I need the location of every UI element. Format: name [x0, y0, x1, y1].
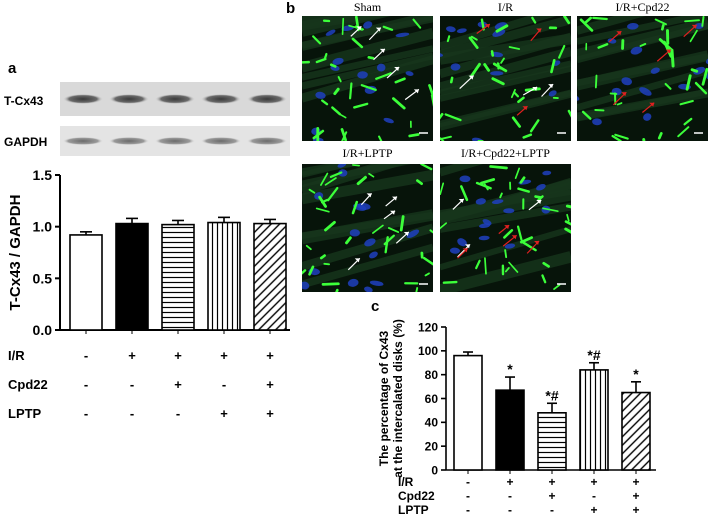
condition-mark: -	[130, 377, 134, 392]
micrograph-label: I/R	[497, 0, 514, 14]
bar	[495, 389, 525, 471]
condition-mark: +	[266, 406, 274, 421]
y-tick-label: 40	[425, 416, 439, 430]
bar	[115, 222, 149, 331]
blot-band-gapdh	[63, 137, 103, 145]
blot-band-gapdh	[247, 137, 287, 145]
blot-band-tcx43	[155, 94, 195, 104]
condition-mark: +	[174, 377, 182, 392]
y-tick-label: 20	[425, 439, 439, 453]
condition-mark: +	[590, 503, 597, 517]
y-tick-label: 1.0	[33, 219, 53, 235]
panel-b-letter: b	[286, 0, 296, 17]
condition-mark: -	[466, 503, 470, 517]
y-tick-label: 0.0	[33, 322, 53, 338]
bar	[579, 369, 609, 471]
blot-band-tcx43	[109, 94, 149, 104]
condition-mark: +	[632, 503, 639, 517]
y-axis-label: The percentage of Cx43	[377, 330, 391, 466]
bar	[621, 391, 651, 471]
y-axis-label: T-Cx43 / GAPDH	[7, 195, 24, 311]
condition-mark: -	[130, 406, 134, 421]
micrograph-image	[302, 164, 433, 292]
condition-mark: +	[128, 348, 136, 363]
y-tick-label: 60	[425, 392, 439, 406]
condition-mark: +	[266, 377, 274, 392]
micrograph-label: Sham	[353, 0, 382, 14]
condition-mark: +	[220, 348, 228, 363]
blot-band-tcx43	[247, 94, 287, 104]
condition-mark: +	[548, 489, 555, 503]
y-tick-label: 80	[425, 368, 439, 382]
bar	[161, 223, 195, 331]
significance-label: *#	[545, 387, 558, 403]
y-tick-label: 100	[418, 344, 438, 358]
blot-band-tcx43	[63, 94, 103, 104]
bar	[253, 222, 287, 331]
blot-band-gapdh	[109, 137, 149, 145]
blot-band-gapdh	[201, 137, 241, 145]
condition-mark: +	[174, 348, 182, 363]
bar	[453, 354, 483, 471]
condition-mark: -	[466, 489, 470, 503]
micrograph-image	[577, 16, 708, 141]
blot-label-tcx43: T-Cx43	[4, 94, 44, 108]
y-axis-label: at the intercalated disks (%)	[391, 319, 405, 478]
condition-mark: +	[220, 406, 228, 421]
condition-mark: -	[222, 377, 226, 392]
condition-label: I/R	[8, 348, 25, 363]
condition-mark: -	[176, 406, 180, 421]
condition-label: LPTP	[8, 406, 42, 421]
condition-mark: -	[84, 377, 88, 392]
condition-mark: -	[84, 406, 88, 421]
blot-band-gapdh	[155, 137, 195, 145]
condition-label: LPTP	[398, 503, 429, 517]
panel-c-letter: c	[371, 298, 380, 315]
blot-bands-gapdh	[63, 137, 287, 145]
bar	[69, 234, 103, 331]
condition-mark: +	[548, 475, 555, 489]
condition-mark: +	[590, 475, 597, 489]
micrograph-image	[440, 164, 571, 292]
condition-mark: +	[632, 489, 639, 503]
condition-mark: -	[84, 348, 88, 363]
condition-mark: -	[550, 503, 554, 517]
condition-label: I/R	[398, 475, 414, 489]
condition-mark: -	[508, 489, 512, 503]
condition-label: Cpd22	[398, 489, 435, 503]
chart-c: 0 20 40 60 80 100 120 * *# *# * The percentage of C…	[377, 319, 656, 517]
blot-label-gapdh: GAPDH	[4, 135, 48, 149]
y-tick-label: 0	[431, 463, 438, 477]
condition-label: Cpd22	[8, 377, 48, 392]
western-blot-image	[60, 82, 290, 156]
micrograph-label: I/R+LPTP	[342, 146, 393, 160]
condition-mark: -	[466, 475, 470, 489]
micrograph-label: I/R+Cpd22+LPTP	[461, 146, 550, 160]
bar	[207, 221, 241, 331]
condition-mark: +	[506, 475, 513, 489]
blot-band-tcx43	[201, 94, 241, 104]
condition-mark: -	[592, 489, 596, 503]
micrograph-label: I/R+Cpd22	[615, 0, 670, 14]
y-tick-label: 120	[418, 320, 438, 334]
y-tick-label: 1.5	[33, 167, 53, 183]
bar	[537, 412, 567, 471]
panel-a-letter: a	[8, 60, 17, 77]
chart-a: 0.0 0.5 1.0 1.5 T-Cx43 / GAPDH I/R - + + + + Cpd22 -…	[7, 167, 290, 421]
y-tick-label: 0.5	[33, 270, 53, 286]
condition-mark: +	[266, 348, 274, 363]
micrograph-image	[440, 16, 571, 141]
significance-label: *#	[587, 347, 600, 363]
significance-label: *	[633, 366, 639, 382]
blot-bands-tcx43	[63, 94, 287, 104]
micrograph-image	[302, 16, 433, 141]
condition-mark: +	[632, 475, 639, 489]
condition-mark: -	[508, 503, 512, 517]
significance-label: *	[507, 361, 513, 377]
